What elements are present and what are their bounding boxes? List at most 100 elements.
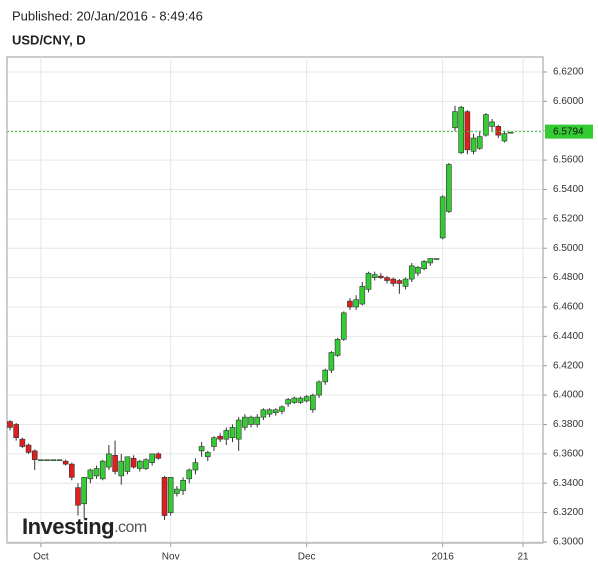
plot-frame xyxy=(6,56,544,544)
candle-body xyxy=(235,419,242,440)
candle-body xyxy=(297,397,304,403)
published-date: Published: 20/Jan/2016 - 8:49:46 xyxy=(12,8,203,23)
candle-body xyxy=(359,286,366,305)
logo: Investing.com xyxy=(22,514,147,539)
candle-body xyxy=(192,462,199,471)
candle-body xyxy=(470,137,477,152)
candle-body xyxy=(93,468,100,477)
candle-body xyxy=(421,261,427,270)
candle-body xyxy=(483,114,489,136)
candle-body xyxy=(99,460,106,480)
candle-body xyxy=(254,416,261,425)
logo-main: Investing xyxy=(22,514,114,539)
candle-body xyxy=(316,381,322,396)
x-tick-label: Oct xyxy=(33,552,49,563)
candle-body xyxy=(174,488,180,494)
grid xyxy=(7,57,547,547)
candle-body xyxy=(390,278,397,284)
candle-body xyxy=(229,427,236,438)
candle-body xyxy=(136,460,143,469)
candle-body xyxy=(310,394,316,411)
x-tick-label: 21 xyxy=(517,552,529,563)
candle-body xyxy=(371,274,378,278)
candle-body xyxy=(279,406,285,412)
candle-body xyxy=(446,164,452,212)
candle-body xyxy=(340,312,347,340)
y-tick-label: 6.5400 xyxy=(553,184,584,195)
candle-body xyxy=(13,424,19,438)
candle-body xyxy=(291,397,298,403)
candle-body xyxy=(458,106,464,154)
candle-body xyxy=(347,300,353,308)
chart-title: USD/CNY, D xyxy=(12,32,86,47)
y-tick-label: 6.4800 xyxy=(553,272,584,283)
candle-body xyxy=(408,265,415,280)
candle-body xyxy=(19,438,26,447)
y-tick-label: 6.5200 xyxy=(553,213,584,224)
y-tick-label: 6.3000 xyxy=(553,537,584,548)
candle-body xyxy=(248,416,254,425)
candle-body xyxy=(161,477,168,516)
candle-body xyxy=(7,421,13,428)
candle-body xyxy=(303,396,310,402)
candle-body xyxy=(322,369,329,383)
candle-body xyxy=(50,459,57,462)
current-price-box xyxy=(545,124,593,139)
candle-body xyxy=(439,196,446,239)
y-tick-label: 6.4400 xyxy=(553,331,584,342)
candle-body xyxy=(476,136,483,149)
candle-body xyxy=(507,131,514,134)
candle-body xyxy=(204,452,211,458)
candle-body xyxy=(396,280,403,284)
candle-body xyxy=(75,487,81,506)
y-tick-label: 6.5000 xyxy=(553,243,584,254)
candle-body xyxy=(378,275,384,278)
candle-body xyxy=(112,455,118,472)
candle-body xyxy=(143,459,149,469)
candle-body xyxy=(433,258,440,260)
candle-body xyxy=(25,444,32,453)
candle-body xyxy=(334,338,341,356)
y-tick-label: 6.4200 xyxy=(553,360,584,371)
candle-body xyxy=(38,459,44,462)
candle-body xyxy=(365,272,372,290)
y-tick-label: 6.6200 xyxy=(553,67,584,78)
x-tick-label: Dec xyxy=(298,552,316,563)
y-tick-label: 6.4600 xyxy=(553,302,584,313)
candle-body xyxy=(495,126,502,136)
candle-body xyxy=(384,277,390,281)
candle-body xyxy=(69,463,75,478)
y-tick-label: 6.5600 xyxy=(553,155,584,166)
y-tick-label: 6.4000 xyxy=(553,390,584,401)
candle-body xyxy=(260,409,267,418)
candle-body xyxy=(124,456,131,472)
y-tick-label: 6.3600 xyxy=(553,448,584,459)
candle-body xyxy=(266,409,273,415)
candle-body xyxy=(452,111,458,129)
candle-body xyxy=(106,453,112,468)
candle-body xyxy=(81,477,87,505)
candle-body xyxy=(155,453,162,459)
logo-suffix: .com xyxy=(114,519,147,536)
candle-body xyxy=(501,133,508,142)
candle-body xyxy=(56,459,63,462)
candle-body xyxy=(44,459,50,462)
candle-body xyxy=(217,435,223,440)
x-tick-label: 2016 xyxy=(432,552,455,563)
candle-body xyxy=(285,399,291,405)
candle-body xyxy=(211,437,217,447)
current-price-label: 6.5794 xyxy=(553,126,584,137)
candle-body xyxy=(223,430,230,440)
candle-body xyxy=(130,457,137,468)
y-tick-label: 6.3200 xyxy=(553,507,584,518)
candle-body xyxy=(149,453,155,463)
candle-body xyxy=(415,267,421,274)
candle-body xyxy=(186,469,193,480)
x-tick-label: Nov xyxy=(162,552,180,563)
candle-body xyxy=(198,446,205,452)
candle-body xyxy=(353,299,359,308)
candle-body xyxy=(180,479,186,491)
candle-body xyxy=(328,352,335,371)
candle-body xyxy=(489,121,495,127)
